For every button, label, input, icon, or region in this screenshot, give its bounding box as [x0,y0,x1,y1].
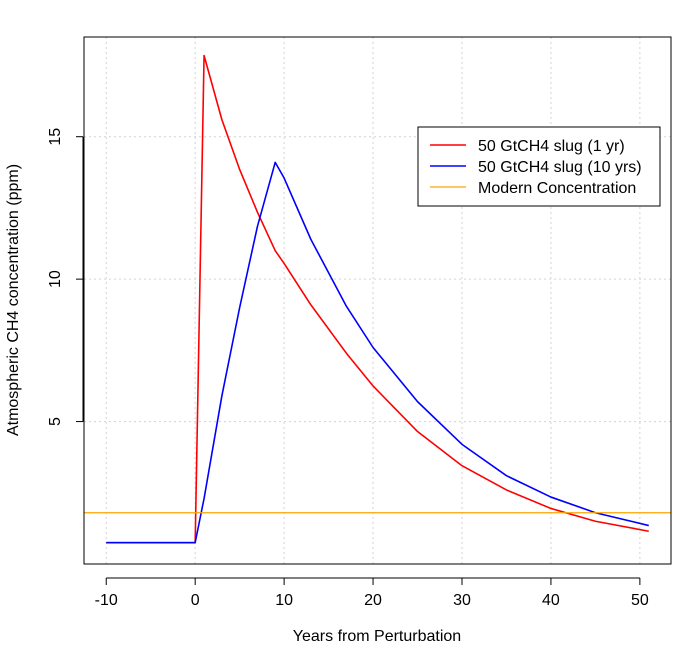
y-tick-label: 5 [47,417,64,426]
legend: 50 GtCH4 slug (1 yr) 50 GtCH4 slug (10 yr… [417,126,661,207]
plot-frame [83,36,672,565]
y-axis: 5 10 15 [47,128,84,426]
legend-label-3: Modern Concentration [478,180,636,197]
x-tick-label: 20 [364,592,382,609]
x-tick-label: 50 [631,592,649,609]
y-axis-title: Atmospheric CH4 concentration (ppm) [5,164,22,436]
plot-lines [84,54,671,544]
x-axis: -10 0 10 20 30 40 50 [95,577,649,609]
x-tick-label: 0 [191,592,200,609]
x-tick-label: 10 [275,592,293,609]
y-tick-label: 10 [47,270,64,288]
legend-label-2: 50 GtCH4 slug (10 yrs) [478,159,642,176]
y-tick-label: 15 [47,128,64,146]
x-tick-label: 40 [542,592,560,609]
series-line-2 [106,161,649,544]
legend-label-1: 50 GtCH4 slug (1 yr) [478,138,625,155]
grid [84,37,671,564]
x-axis-title: Years from Perturbation [293,628,461,645]
series-line-1 [106,54,649,544]
x-tick-label: 30 [453,592,471,609]
x-tick-label: -10 [95,592,118,609]
